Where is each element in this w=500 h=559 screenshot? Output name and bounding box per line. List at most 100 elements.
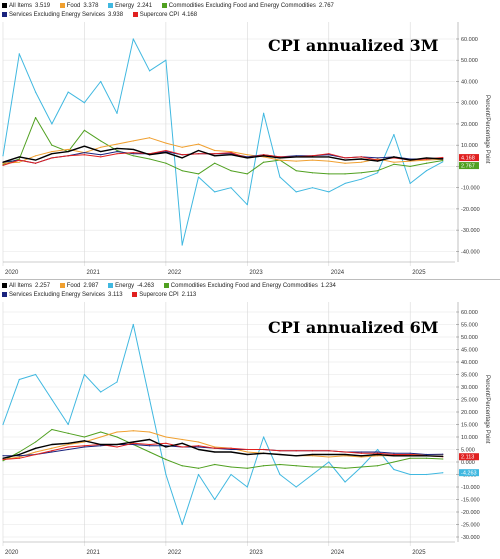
data-point xyxy=(230,153,232,155)
data-point xyxy=(116,381,118,383)
data-point xyxy=(165,149,167,152)
data-point xyxy=(51,150,53,153)
data-point xyxy=(100,150,102,153)
data-point xyxy=(181,465,183,467)
data-point xyxy=(393,468,395,471)
data-point xyxy=(442,161,444,163)
last-value-tag xyxy=(459,162,479,170)
data-point xyxy=(442,455,444,457)
y-tick-label: 15.000 xyxy=(461,423,478,429)
legend-label: Food xyxy=(66,3,81,9)
data-point xyxy=(181,146,183,148)
data-point xyxy=(377,448,379,451)
y-tick-label: -40.000 xyxy=(461,249,480,255)
series-line xyxy=(3,444,443,457)
data-point xyxy=(67,155,69,157)
data-point xyxy=(116,443,118,446)
data-point xyxy=(377,453,379,456)
data-point xyxy=(311,453,314,456)
data-point xyxy=(18,378,20,381)
series-line xyxy=(2,429,443,469)
legend-label: Food xyxy=(66,283,81,289)
data-point xyxy=(295,156,297,158)
data-point xyxy=(344,467,346,469)
data-point xyxy=(311,187,314,189)
data-point xyxy=(148,70,151,72)
data-point xyxy=(377,160,379,162)
chart-title: CPI annualized 6M xyxy=(268,318,439,337)
data-point xyxy=(393,133,395,136)
x-tick-label: 2023 xyxy=(249,550,263,556)
series-line xyxy=(2,324,443,525)
data-point xyxy=(2,163,4,165)
legend-swatch xyxy=(132,11,138,17)
legend-label: Services Excluding Energy Services xyxy=(9,12,106,18)
data-point xyxy=(279,157,281,159)
data-point xyxy=(328,450,330,452)
last-value-label: 4.168 xyxy=(461,156,475,162)
data-point xyxy=(344,455,346,457)
legend-label: Energy xyxy=(115,283,135,289)
data-point xyxy=(311,450,314,452)
data-point xyxy=(116,446,118,448)
data-point xyxy=(442,159,444,162)
y-tick-label: -10.000 xyxy=(461,485,480,491)
data-point xyxy=(132,442,134,444)
data-point xyxy=(246,154,248,156)
data-point xyxy=(295,455,297,457)
data-point xyxy=(328,156,330,158)
data-point xyxy=(442,472,444,474)
x-tick-label: 2024 xyxy=(331,270,345,276)
data-point xyxy=(409,455,411,457)
data-point xyxy=(230,154,232,156)
series-line xyxy=(2,430,443,460)
legend-item: Services Excluding Energy Services 3.938 xyxy=(2,11,123,20)
y-tick-label: 45.000 xyxy=(461,348,478,354)
y-tick-label: -30.000 xyxy=(461,535,480,541)
data-point xyxy=(425,159,428,161)
last-value-tag xyxy=(459,469,479,477)
data-point xyxy=(263,436,265,438)
data-point xyxy=(165,152,167,154)
y-tick-label: 55.000 xyxy=(461,323,478,329)
legend-value: 3.519 xyxy=(35,3,51,9)
legend-value: 2.113 xyxy=(181,292,197,298)
data-point xyxy=(165,442,167,444)
data-point xyxy=(311,159,314,161)
data-point xyxy=(116,436,118,438)
data-point xyxy=(409,452,411,454)
data-point xyxy=(311,473,314,476)
data-point xyxy=(425,158,428,160)
legend-swatch xyxy=(2,11,7,17)
series-line xyxy=(2,150,443,166)
legend-swatch xyxy=(132,291,138,297)
legend-item: Supercore CPI 2.113 xyxy=(132,291,196,300)
data-point xyxy=(360,156,362,158)
data-point xyxy=(165,150,167,153)
y-tick-label: 10.000 xyxy=(461,143,478,149)
data-point xyxy=(246,467,248,469)
data-point xyxy=(34,453,37,456)
data-point xyxy=(116,149,118,152)
data-point xyxy=(197,143,200,145)
legend-item: All Items 3.519 xyxy=(2,2,50,11)
last-value-label: 2.113 xyxy=(461,455,474,461)
data-point xyxy=(34,155,37,157)
data-point xyxy=(116,431,118,433)
y-tick-label: 50.000 xyxy=(461,335,478,341)
data-point xyxy=(344,451,346,453)
data-point xyxy=(100,445,102,447)
series-line xyxy=(2,117,443,175)
data-point xyxy=(230,447,232,449)
data-point xyxy=(51,153,53,155)
data-point xyxy=(148,443,151,446)
legend-label: All Items xyxy=(9,3,33,9)
legend: All Items 3.519 Food 3.378 Energy 2.241 Com… xyxy=(2,2,472,20)
data-point xyxy=(263,161,265,163)
y-tick-label: 20.000 xyxy=(461,122,478,128)
last-value-tag xyxy=(459,154,479,162)
legend-label: Commodities Excluding Food and Energy Co… xyxy=(170,283,318,289)
y-tick-label: 35.000 xyxy=(461,373,478,379)
y-tick-label: 40.000 xyxy=(461,360,478,366)
y-tick-label: 50.000 xyxy=(461,58,478,64)
